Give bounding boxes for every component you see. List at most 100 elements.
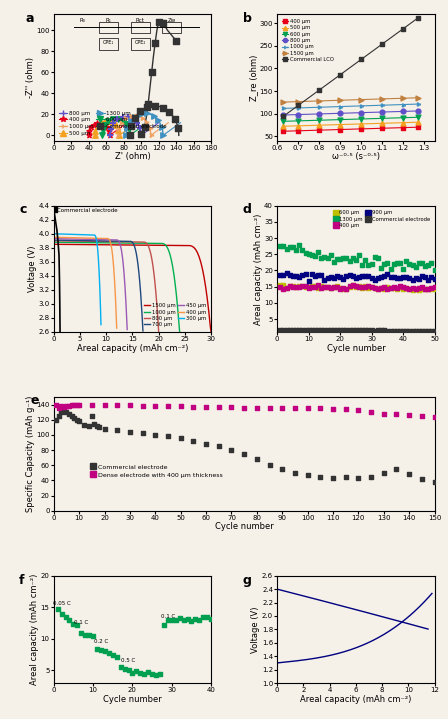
Point (355, 281, 362, 293)
Point (103, 121, 111, 132)
Point (368, 258, 375, 270)
Point (280, 269, 287, 280)
Point (381, 282, 388, 293)
Point (414, 92, 422, 104)
400 μm (109, 242, 114, 250)
Point (188, 615, 195, 626)
Point (329, 472, 336, 484)
Point (155, 114, 162, 126)
Point (85, 129, 92, 141)
Point (91, 129, 99, 141)
Point (415, 273, 422, 285)
Point (355, 404, 362, 416)
Point (133, 110, 140, 122)
Point (302, 281, 309, 293)
Point (431, 265, 438, 276)
Point (317, 403, 324, 414)
Point (329, 403, 336, 415)
Point (315, 119, 323, 131)
Point (336, 283, 344, 295)
Point (73, 414, 80, 426)
FancyBboxPatch shape (131, 38, 150, 50)
Point (390, 272, 397, 283)
Point (390, 283, 397, 294)
Point (387, 325, 394, 336)
Point (295, 109, 302, 120)
Point (131, 111, 138, 122)
Point (336, 272, 344, 283)
Point (380, 467, 388, 479)
Point (106, 129, 113, 141)
Point (295, 102, 302, 114)
Line: 1500 μm: 1500 μm (54, 244, 211, 332)
Point (400, 23, 407, 35)
Point (295, 115, 302, 127)
X-axis label: Cycle number: Cycle number (215, 522, 274, 531)
Point (358, 280, 366, 292)
Point (118, 117, 125, 129)
300 μm (64, 230, 69, 239)
Point (293, 244, 300, 256)
Point (365, 259, 372, 270)
Point (305, 281, 312, 293)
Point (336, 69, 344, 81)
Point (379, 122, 386, 134)
Commercial electrode (55, 237, 60, 245)
Point (358, 113, 365, 124)
Point (321, 251, 328, 262)
Point (114, 129, 121, 141)
Legend: Commercial electrode, Dense electrode with 400 μm thickness: Commercial electrode, Dense electrode wi… (87, 462, 225, 480)
Point (384, 325, 391, 336)
Point (150, 110, 157, 122)
800 μm (156, 327, 161, 336)
Point (384, 281, 391, 293)
700 μm (68, 236, 73, 244)
Point (358, 270, 366, 282)
Point (283, 324, 290, 336)
Point (368, 282, 375, 293)
Point (299, 280, 306, 292)
Point (152, 669, 159, 681)
Point (431, 283, 438, 295)
Point (340, 324, 347, 336)
300 μm (60, 229, 65, 238)
Point (321, 282, 328, 293)
Point (346, 281, 353, 293)
Commercial electrode (57, 328, 63, 336)
Commercial electrode (51, 205, 56, 214)
Line: 1000 μm: 1000 μm (54, 242, 180, 332)
Point (422, 283, 429, 295)
Point (88, 411, 95, 422)
800 μm (151, 265, 156, 273)
Point (405, 409, 413, 421)
Point (349, 280, 356, 291)
Point (74, 619, 81, 631)
Point (63, 400, 70, 412)
Point (321, 274, 328, 285)
X-axis label: Areal capacity (mAh cm⁻²): Areal capacity (mAh cm⁻²) (77, 344, 188, 352)
Point (418, 257, 426, 268)
Point (299, 280, 306, 292)
Point (158, 122, 165, 133)
Point (379, 93, 386, 105)
X-axis label: Areal capacity (mAh cm⁻²): Areal capacity (mAh cm⁻²) (300, 695, 412, 704)
Point (283, 282, 290, 293)
Point (60, 401, 68, 413)
Point (324, 252, 331, 264)
Text: 0.05 C: 0.05 C (53, 601, 70, 606)
Point (379, 113, 386, 124)
Point (151, 37, 159, 49)
Point (152, 429, 159, 441)
Point (73, 400, 80, 411)
450 μm (125, 325, 130, 334)
Point (168, 615, 175, 626)
Point (425, 275, 432, 286)
Point (101, 115, 108, 127)
Point (126, 400, 134, 411)
Point (289, 281, 297, 293)
400 μm (63, 233, 68, 242)
Point (308, 249, 315, 260)
Text: d: d (242, 203, 251, 216)
Point (324, 324, 331, 336)
Point (308, 324, 315, 336)
